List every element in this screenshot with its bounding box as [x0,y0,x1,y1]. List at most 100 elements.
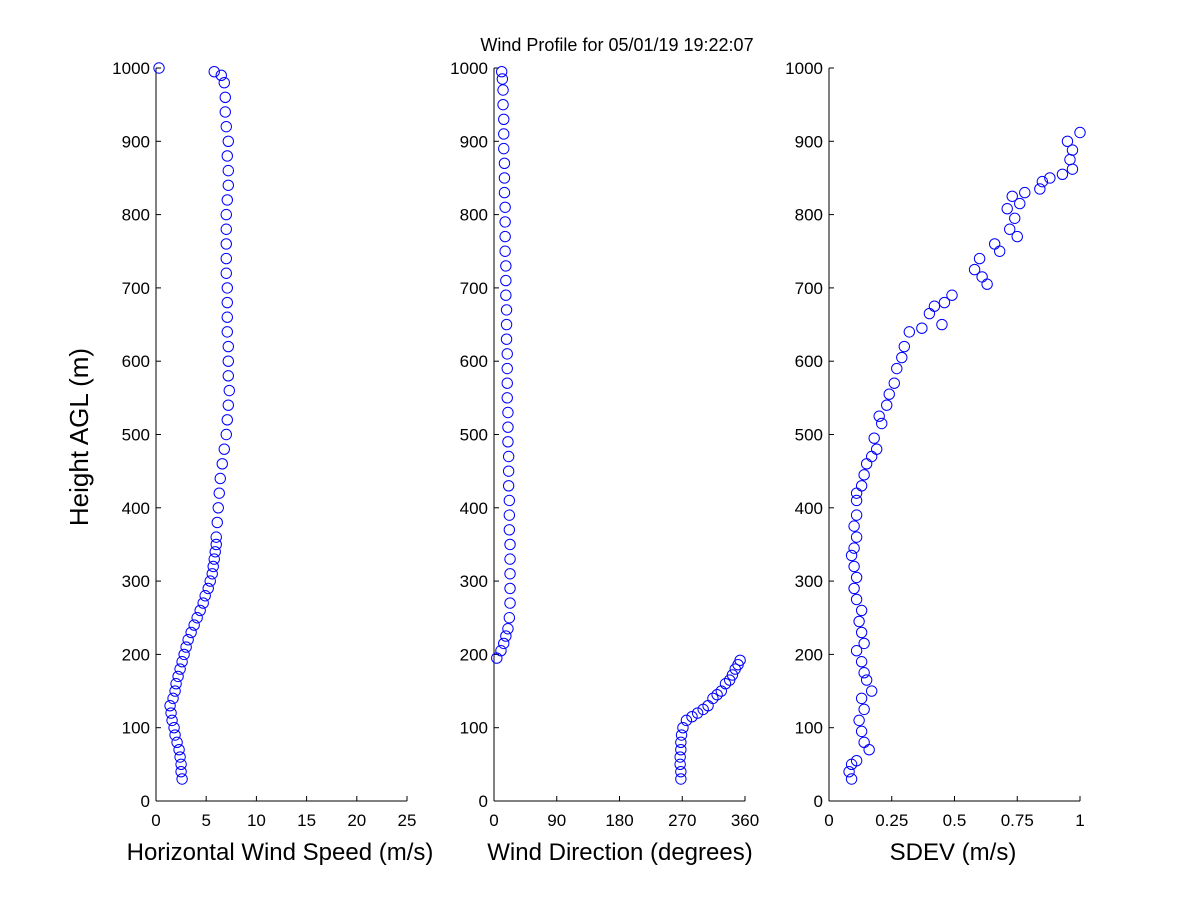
data-point [220,252,232,265]
data-point [176,656,188,668]
data-point [500,304,513,316]
data-point [498,637,510,650]
data-point [164,700,176,712]
y-tick-label: 400 [460,499,488,518]
data-point [497,98,509,111]
data-point [500,333,513,345]
data-point [502,436,514,448]
panel-wind-direction: 0 100 200 300 400 500 600 700 800 900 1000 0 90 180 27… [450,59,759,866]
data-point [500,274,512,287]
data-point [675,729,688,741]
data-point [1004,223,1016,235]
data-point [502,406,514,419]
data-point [734,654,746,666]
data-point [497,84,509,96]
data-point [182,634,194,646]
data-point [174,751,186,763]
y-tick-label: 800 [795,206,823,225]
y-tick-label: 700 [122,279,150,298]
data-point [845,773,858,785]
data-point [210,531,222,543]
data-point [210,538,222,551]
data-point [677,722,689,734]
x-tick-label: 0 [151,811,160,830]
data-point [848,560,860,573]
data-point [675,773,687,785]
data-point [674,758,686,771]
data-point [503,524,516,536]
x-tick-label: 15 [297,811,316,830]
data-point [173,743,185,756]
data-point [845,549,858,562]
data-point [1064,153,1076,166]
data-point [898,340,910,353]
x-tick-label: 25 [398,811,417,830]
y-tick-label: 800 [122,206,150,225]
x-axis-label: Horizontal Wind Speed (m/s) [127,839,434,866]
data-point [176,773,188,785]
y-tick-label: 700 [795,279,823,298]
x-tick-label: 0.5 [943,811,967,830]
data-point [500,318,513,331]
data-point [220,208,232,221]
y-tick-label: 900 [460,132,488,151]
data-point [221,150,233,162]
data-point [222,135,234,148]
y-tick-label: 500 [460,426,488,445]
data-point [168,722,180,734]
data-point [222,164,234,177]
data-point [503,494,516,507]
data-point [498,128,510,140]
x-tick-label: 0 [489,811,498,830]
data-point [1006,190,1018,202]
y-tick-label: 1000 [450,59,488,78]
data-point [896,351,908,364]
x-tick-label: 270 [668,811,696,830]
data-point [501,348,513,360]
data-point [220,238,232,250]
data-point [848,520,860,532]
data-point [1034,183,1046,195]
data-point [888,377,900,389]
y-tick-label: 200 [460,645,488,664]
data-point [499,201,511,213]
data-point [502,623,514,635]
x-tick-label: 0.75 [1001,811,1034,830]
figure-title: Wind Profile for 05/01/19 19:22:07 [480,35,753,55]
data-point [202,582,214,595]
data-point [860,458,873,470]
data-point [204,575,216,587]
data-point [207,560,219,573]
y-tick-label: 600 [460,352,488,371]
data-point [222,399,234,411]
panel-sdev: 0 100 200 300 400 500 600 700 800 900 1000 0 0.25 0.5… [785,59,1086,866]
x-tick-label: 20 [347,811,366,830]
x-axis-label: SDEV (m/s) [890,839,1017,866]
data-point [858,637,870,650]
data-point [675,743,687,756]
data-point [206,568,218,580]
data-point [973,252,986,265]
data-point [1019,186,1031,199]
data-point [680,714,693,727]
data-point [1001,203,1013,215]
data-point [215,69,227,82]
data-point [504,568,516,580]
y-tick-label: 100 [795,719,823,738]
data-point [194,604,206,617]
data-point [221,326,233,338]
data-point [923,307,936,320]
x-tick-label: 0.25 [875,811,908,830]
data-point [495,645,507,657]
data-point [1009,212,1021,224]
y-axis-label: Height AGL (m) [64,348,94,526]
data-point [165,707,177,719]
data-point [1066,144,1079,156]
data-point [188,619,200,631]
data-point [220,120,232,133]
data-point [870,443,883,455]
data-point [167,692,179,705]
data-point [858,736,870,749]
data-point [185,626,197,639]
